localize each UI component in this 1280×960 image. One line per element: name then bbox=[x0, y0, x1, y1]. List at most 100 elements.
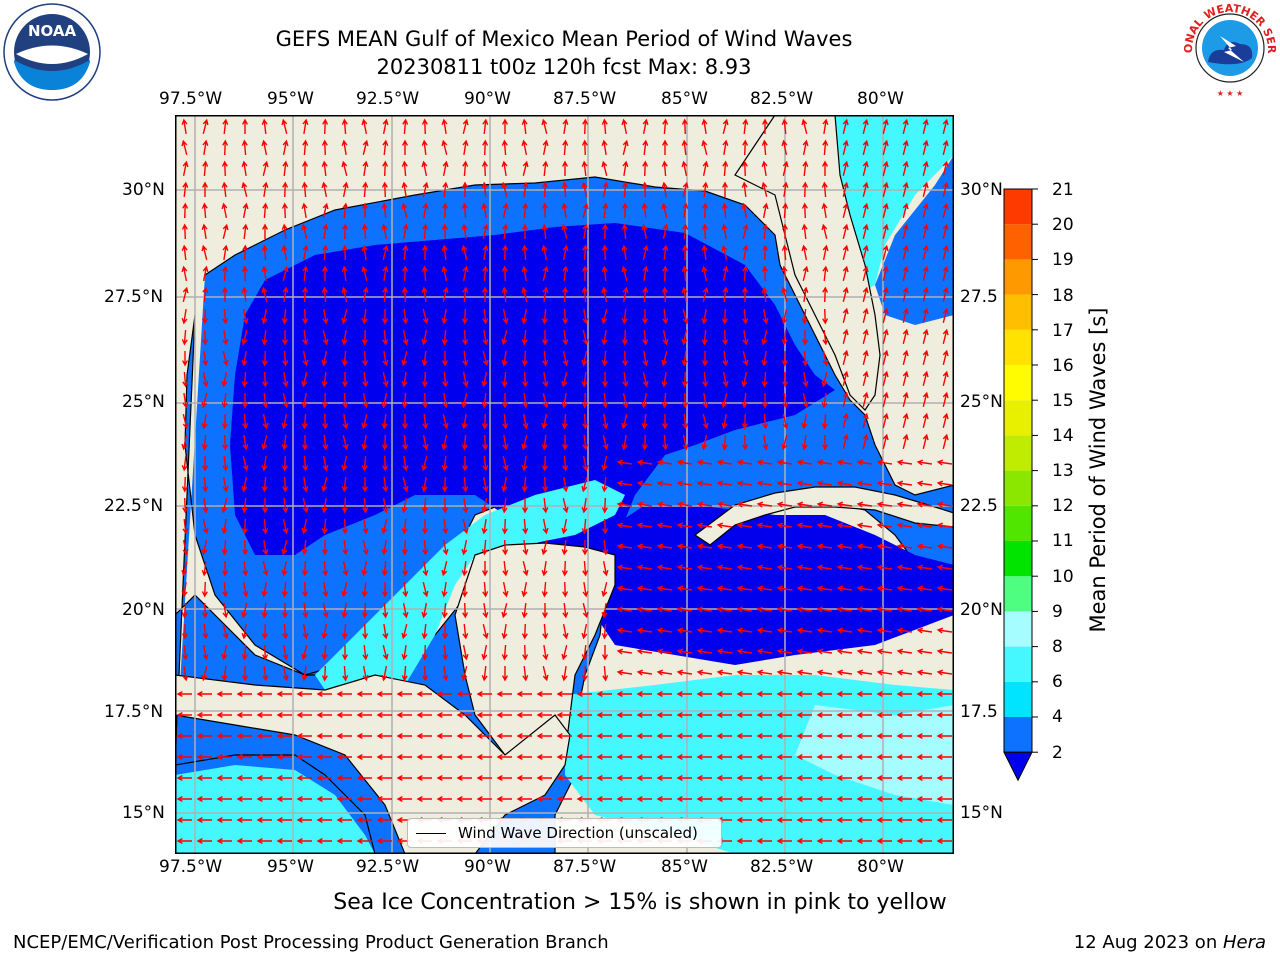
wind-arrow bbox=[436, 732, 452, 740]
wind-arrow bbox=[816, 837, 832, 845]
wind-arrow bbox=[776, 753, 792, 761]
wind-arrow bbox=[196, 711, 212, 719]
wind-arrow bbox=[282, 350, 289, 367]
wind-arrow bbox=[282, 265, 289, 281]
wind-arrow bbox=[402, 244, 409, 260]
wind-arrow bbox=[202, 329, 209, 346]
wind-arrow bbox=[222, 456, 229, 472]
wind-arrow bbox=[862, 370, 869, 386]
wind-arrow bbox=[236, 711, 252, 719]
wind-arrow bbox=[362, 392, 369, 409]
wind-arrow bbox=[376, 816, 392, 824]
wind-arrow bbox=[322, 581, 329, 598]
wind-arrow bbox=[321, 645, 328, 661]
wind-arrow bbox=[342, 202, 349, 218]
lat-label-left: 22.5°N bbox=[104, 496, 164, 516]
wind-arrow bbox=[676, 543, 693, 550]
colorbar-tick: 6 bbox=[1052, 672, 1063, 692]
wind-arrow bbox=[756, 711, 772, 719]
wind-arrow bbox=[862, 349, 869, 365]
wind-arrow bbox=[636, 774, 652, 782]
wind-arrow bbox=[282, 644, 289, 661]
wind-arrow bbox=[582, 244, 589, 261]
wind-arrow bbox=[301, 160, 309, 176]
wind-arrow bbox=[862, 202, 869, 218]
wind-arrow bbox=[521, 286, 528, 302]
wind-arrow bbox=[916, 648, 933, 655]
wind-arrow bbox=[596, 774, 612, 782]
wind-arrow bbox=[342, 665, 349, 682]
wind-arrow bbox=[876, 522, 893, 529]
wind-arrow bbox=[376, 837, 392, 845]
wind-arrow bbox=[916, 774, 932, 782]
wind-arrow bbox=[736, 711, 752, 719]
wind-arrow bbox=[936, 753, 952, 761]
sea-ice-note: Sea Ice Concentration > 15% is shown in … bbox=[333, 890, 947, 915]
wind-arrow bbox=[561, 372, 568, 388]
wind-arrow bbox=[536, 774, 552, 782]
wind-arrow bbox=[241, 330, 248, 346]
wind-arrow bbox=[902, 433, 909, 449]
wind-arrow bbox=[536, 753, 552, 761]
wind-arrow bbox=[556, 795, 572, 803]
wind-arrow bbox=[761, 350, 768, 367]
wind-arrow bbox=[522, 518, 529, 535]
wind-arrow bbox=[521, 139, 528, 156]
wind-arrow bbox=[241, 644, 248, 661]
wind-arrow bbox=[216, 753, 232, 761]
wind-arrow bbox=[202, 118, 209, 134]
wind-arrow bbox=[196, 795, 212, 803]
wind-arrow bbox=[476, 774, 492, 782]
wind-arrow bbox=[601, 372, 609, 388]
wind-arrow bbox=[202, 602, 209, 619]
wind-arrow bbox=[296, 753, 312, 761]
wind-arrow bbox=[401, 392, 408, 409]
wind-arrow bbox=[316, 732, 332, 740]
wind-arrow bbox=[281, 223, 288, 239]
wind-arrow bbox=[182, 392, 189, 409]
wind-arrow bbox=[842, 223, 849, 239]
wind-arrow bbox=[562, 244, 569, 261]
wind-arrow bbox=[882, 307, 889, 323]
wind-arrow bbox=[936, 585, 953, 592]
wind-arrow bbox=[681, 244, 689, 260]
wind-arrow bbox=[442, 371, 449, 388]
wind-arrow bbox=[816, 606, 833, 613]
wind-arrow bbox=[721, 434, 728, 451]
wind-arrow bbox=[356, 774, 372, 782]
wind-arrow bbox=[736, 690, 752, 698]
wind-arrow bbox=[816, 627, 833, 634]
wind-arrow bbox=[756, 564, 773, 571]
wind-arrow bbox=[196, 837, 212, 845]
wind-arrow bbox=[842, 328, 849, 344]
wind-arrow bbox=[476, 732, 492, 740]
wind-arrow bbox=[722, 371, 729, 388]
wind-arrow bbox=[802, 160, 809, 176]
wind-arrow bbox=[856, 501, 873, 508]
wind-arrow bbox=[882, 370, 889, 386]
wind-arrow bbox=[522, 666, 529, 682]
wind-arrow bbox=[542, 666, 549, 682]
wind-arrow bbox=[521, 223, 529, 239]
wind-arrow bbox=[362, 181, 369, 198]
wind-arrow bbox=[302, 308, 309, 325]
wind-arrow bbox=[621, 202, 629, 218]
wind-arrow bbox=[796, 669, 813, 676]
wind-arrow bbox=[242, 434, 249, 451]
wind-arrow bbox=[561, 665, 568, 682]
wind-arrow bbox=[221, 561, 229, 577]
wind-arrow bbox=[581, 645, 588, 661]
wind-arrow bbox=[716, 501, 733, 508]
wind-arrow bbox=[641, 392, 648, 409]
wind-arrow bbox=[916, 711, 932, 719]
wind-arrow bbox=[781, 435, 788, 451]
wind-arrow bbox=[922, 307, 929, 323]
cuba-land bbox=[693, 486, 954, 546]
lat-label-left: 25°N bbox=[122, 392, 165, 412]
wind-arrow bbox=[482, 118, 489, 134]
wind-arrow bbox=[221, 518, 228, 535]
wind-arrow bbox=[676, 669, 693, 676]
wind-arrow bbox=[382, 455, 389, 472]
wind-arrow bbox=[741, 371, 748, 388]
wind-arrow bbox=[476, 795, 492, 803]
